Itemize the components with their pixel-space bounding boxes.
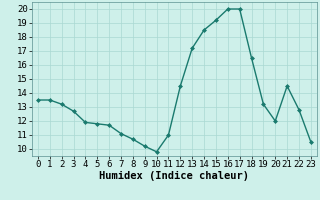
X-axis label: Humidex (Indice chaleur): Humidex (Indice chaleur) — [100, 171, 249, 181]
